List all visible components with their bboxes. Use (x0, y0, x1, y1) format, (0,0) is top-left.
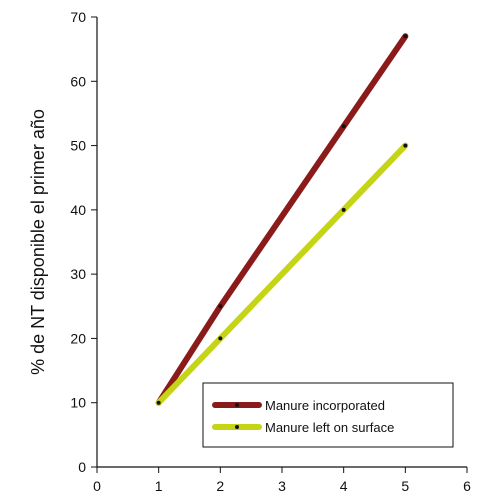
y-tick-label: 0 (78, 459, 86, 475)
data-point (341, 124, 346, 129)
y-axis-ticks: 0 10 20 30 40 50 60 70 (70, 9, 97, 475)
x-tick-label: 6 (463, 478, 471, 494)
x-tick-label: 2 (216, 478, 224, 494)
y-tick-label: 20 (70, 330, 86, 346)
data-point (218, 304, 223, 309)
series-layer (155, 33, 409, 406)
data-point (341, 207, 346, 212)
series-2 (155, 142, 409, 406)
series-line (155, 33, 409, 406)
legend-label: Manure left on surface (265, 420, 394, 435)
y-tick-label: 10 (70, 395, 86, 411)
x-tick-label: 1 (155, 478, 163, 494)
x-tick-label: 5 (401, 478, 409, 494)
y-tick-label: 70 (70, 9, 86, 25)
x-tick-label: 0 (93, 478, 101, 494)
x-tick-label: 3 (278, 478, 286, 494)
x-axis-ticks: 0 1 2 3 4 5 6 (93, 467, 471, 494)
legend-marker (235, 425, 239, 429)
legend-label: Manure incorporated (265, 398, 385, 413)
data-point (218, 336, 223, 341)
y-tick-label: 50 (70, 138, 86, 154)
legend-box (202, 382, 454, 448)
y-tick-label: 40 (70, 202, 86, 218)
y-tick-label: 30 (70, 266, 86, 282)
data-point (156, 400, 161, 405)
legend: Manure incorporated Manure left on surfac… (202, 382, 454, 448)
series-line (155, 142, 409, 406)
series-1 (155, 33, 409, 406)
data-point (403, 143, 408, 148)
x-tick-label: 4 (340, 478, 348, 494)
legend-marker (235, 403, 239, 407)
data-point (403, 34, 408, 39)
y-axis-title: % de NT disponible el primer año (28, 109, 48, 375)
y-tick-label: 60 (70, 73, 86, 89)
